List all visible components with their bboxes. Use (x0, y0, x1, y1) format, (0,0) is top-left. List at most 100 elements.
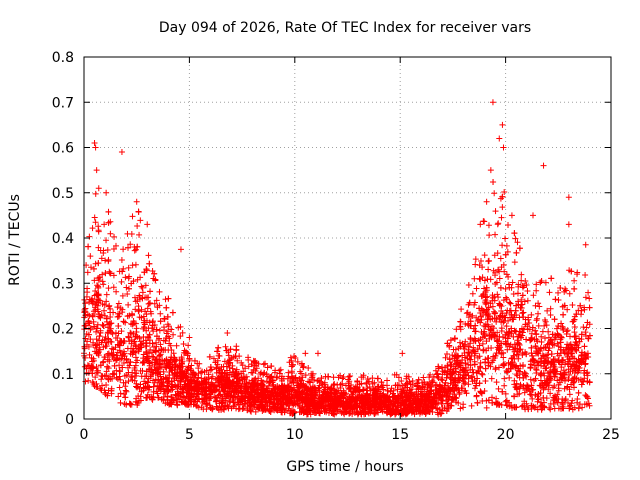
data-point (94, 282, 101, 289)
data-point (167, 400, 174, 407)
data-point (505, 273, 512, 280)
data-point (123, 372, 130, 379)
data-point (493, 395, 500, 402)
data-point (435, 363, 442, 370)
data-point (270, 403, 277, 410)
data-point (380, 392, 387, 399)
data-point (95, 349, 102, 356)
data-point (502, 390, 509, 397)
data-point (152, 376, 159, 383)
data-point (102, 270, 109, 277)
data-point (576, 359, 583, 366)
data-point (535, 310, 542, 317)
data-point (136, 345, 143, 352)
data-point (548, 351, 555, 358)
data-point (290, 384, 297, 391)
data-point (493, 379, 500, 386)
data-point (149, 322, 156, 329)
data-point (95, 284, 102, 291)
data-point (219, 377, 226, 384)
data-point (580, 356, 587, 363)
data-point (222, 343, 229, 350)
data-point (305, 365, 312, 372)
data-point (481, 285, 488, 292)
data-point (493, 349, 500, 356)
data-point (155, 383, 162, 390)
data-point (358, 394, 365, 401)
data-point (262, 399, 269, 406)
data-point (105, 321, 112, 328)
data-point (154, 356, 161, 363)
data-point (481, 252, 488, 259)
data-point (356, 388, 363, 395)
data-point (92, 219, 99, 226)
data-point (92, 260, 99, 267)
data-point (501, 314, 508, 321)
data-point (494, 400, 501, 407)
data-point (385, 397, 392, 404)
data-point (93, 325, 100, 332)
data-point (99, 373, 106, 380)
data-point (82, 335, 89, 342)
data-point (234, 380, 241, 387)
data-point (472, 261, 479, 268)
data-point (248, 369, 255, 376)
data-point (510, 316, 517, 323)
data-point (575, 389, 582, 396)
data-point (519, 363, 526, 370)
data-point (210, 355, 217, 362)
data-point (131, 377, 138, 384)
data-point (184, 383, 191, 390)
data-point (149, 325, 156, 332)
data-point (247, 394, 254, 401)
data-point (293, 395, 300, 402)
data-point (143, 327, 150, 334)
data-point (122, 394, 129, 401)
data-point (547, 312, 554, 319)
data-point (282, 392, 289, 399)
data-point (540, 394, 547, 401)
data-point (569, 301, 576, 308)
data-point (88, 298, 95, 305)
data-point (217, 391, 224, 398)
data-point (572, 333, 579, 340)
data-point (149, 377, 156, 384)
data-point (267, 408, 274, 415)
data-point (488, 344, 495, 351)
data-point (218, 406, 225, 413)
data-point (484, 293, 491, 300)
data-point (154, 390, 161, 397)
data-point (538, 333, 545, 340)
data-point (558, 364, 565, 371)
data-point (160, 347, 167, 354)
data-point (582, 294, 589, 301)
data-point (395, 374, 402, 381)
data-point (164, 396, 171, 403)
data-point (495, 385, 502, 392)
data-point (134, 223, 141, 230)
data-point (260, 371, 267, 378)
data-point (453, 394, 460, 401)
data-point (103, 381, 110, 388)
data-point (421, 378, 428, 385)
data-point (94, 306, 101, 313)
data-point (125, 264, 132, 271)
data-point (573, 311, 580, 318)
data-point (170, 350, 177, 357)
data-point (501, 382, 508, 389)
data-point (533, 317, 540, 324)
data-point (224, 367, 231, 374)
data-point (110, 346, 117, 353)
data-point (564, 306, 571, 313)
data-point (406, 401, 413, 408)
data-point (103, 237, 110, 244)
data-point (545, 347, 552, 354)
data-point (112, 329, 119, 336)
data-point (552, 334, 559, 341)
data-point (533, 370, 540, 377)
data-point (462, 371, 469, 378)
data-point (325, 373, 332, 380)
data-point (539, 328, 546, 335)
data-point (483, 404, 490, 411)
data-point (142, 294, 149, 301)
